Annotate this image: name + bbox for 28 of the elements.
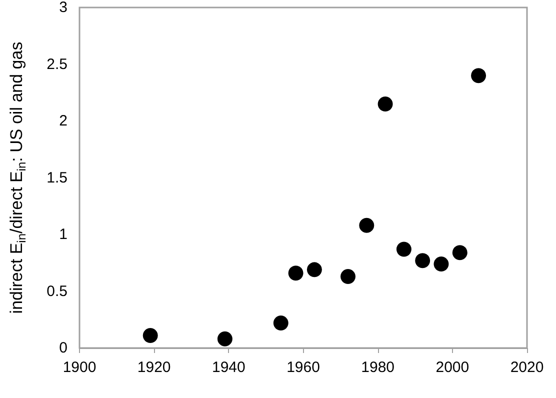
y-tick-label: 2.5 — [46, 56, 68, 73]
point — [288, 266, 304, 281]
point — [306, 262, 322, 278]
point — [378, 96, 393, 112]
point — [415, 253, 430, 268]
y-tick-label: 3 — [59, 0, 68, 16]
y-tick-label: 1 — [59, 226, 68, 243]
point — [359, 218, 374, 233]
y-tick-label: 0 — [59, 340, 68, 356]
point — [452, 245, 468, 260]
point — [396, 242, 412, 257]
y-tick-label: 1.5 — [46, 169, 68, 186]
point — [471, 68, 486, 84]
x-tick-label: 1980 — [361, 359, 395, 376]
x-tick-label: 1960 — [286, 359, 320, 376]
point — [142, 328, 158, 344]
y-tick-label: 0.5 — [46, 282, 68, 300]
x-tick-label: 1920 — [137, 359, 171, 376]
x-tick-label: 2020 — [510, 359, 544, 376]
x-tick-label: 1940 — [212, 359, 246, 376]
x-tick-label: 2000 — [436, 359, 470, 376]
point — [217, 331, 232, 346]
x-tick-label: 1900 — [62, 359, 96, 376]
point — [434, 256, 449, 272]
point — [340, 269, 356, 284]
y-tick-label: 2 — [59, 112, 68, 130]
point — [273, 316, 288, 331]
y-axis-title: indirect Ein/direct Ein: US oil and gas — [7, 42, 28, 314]
